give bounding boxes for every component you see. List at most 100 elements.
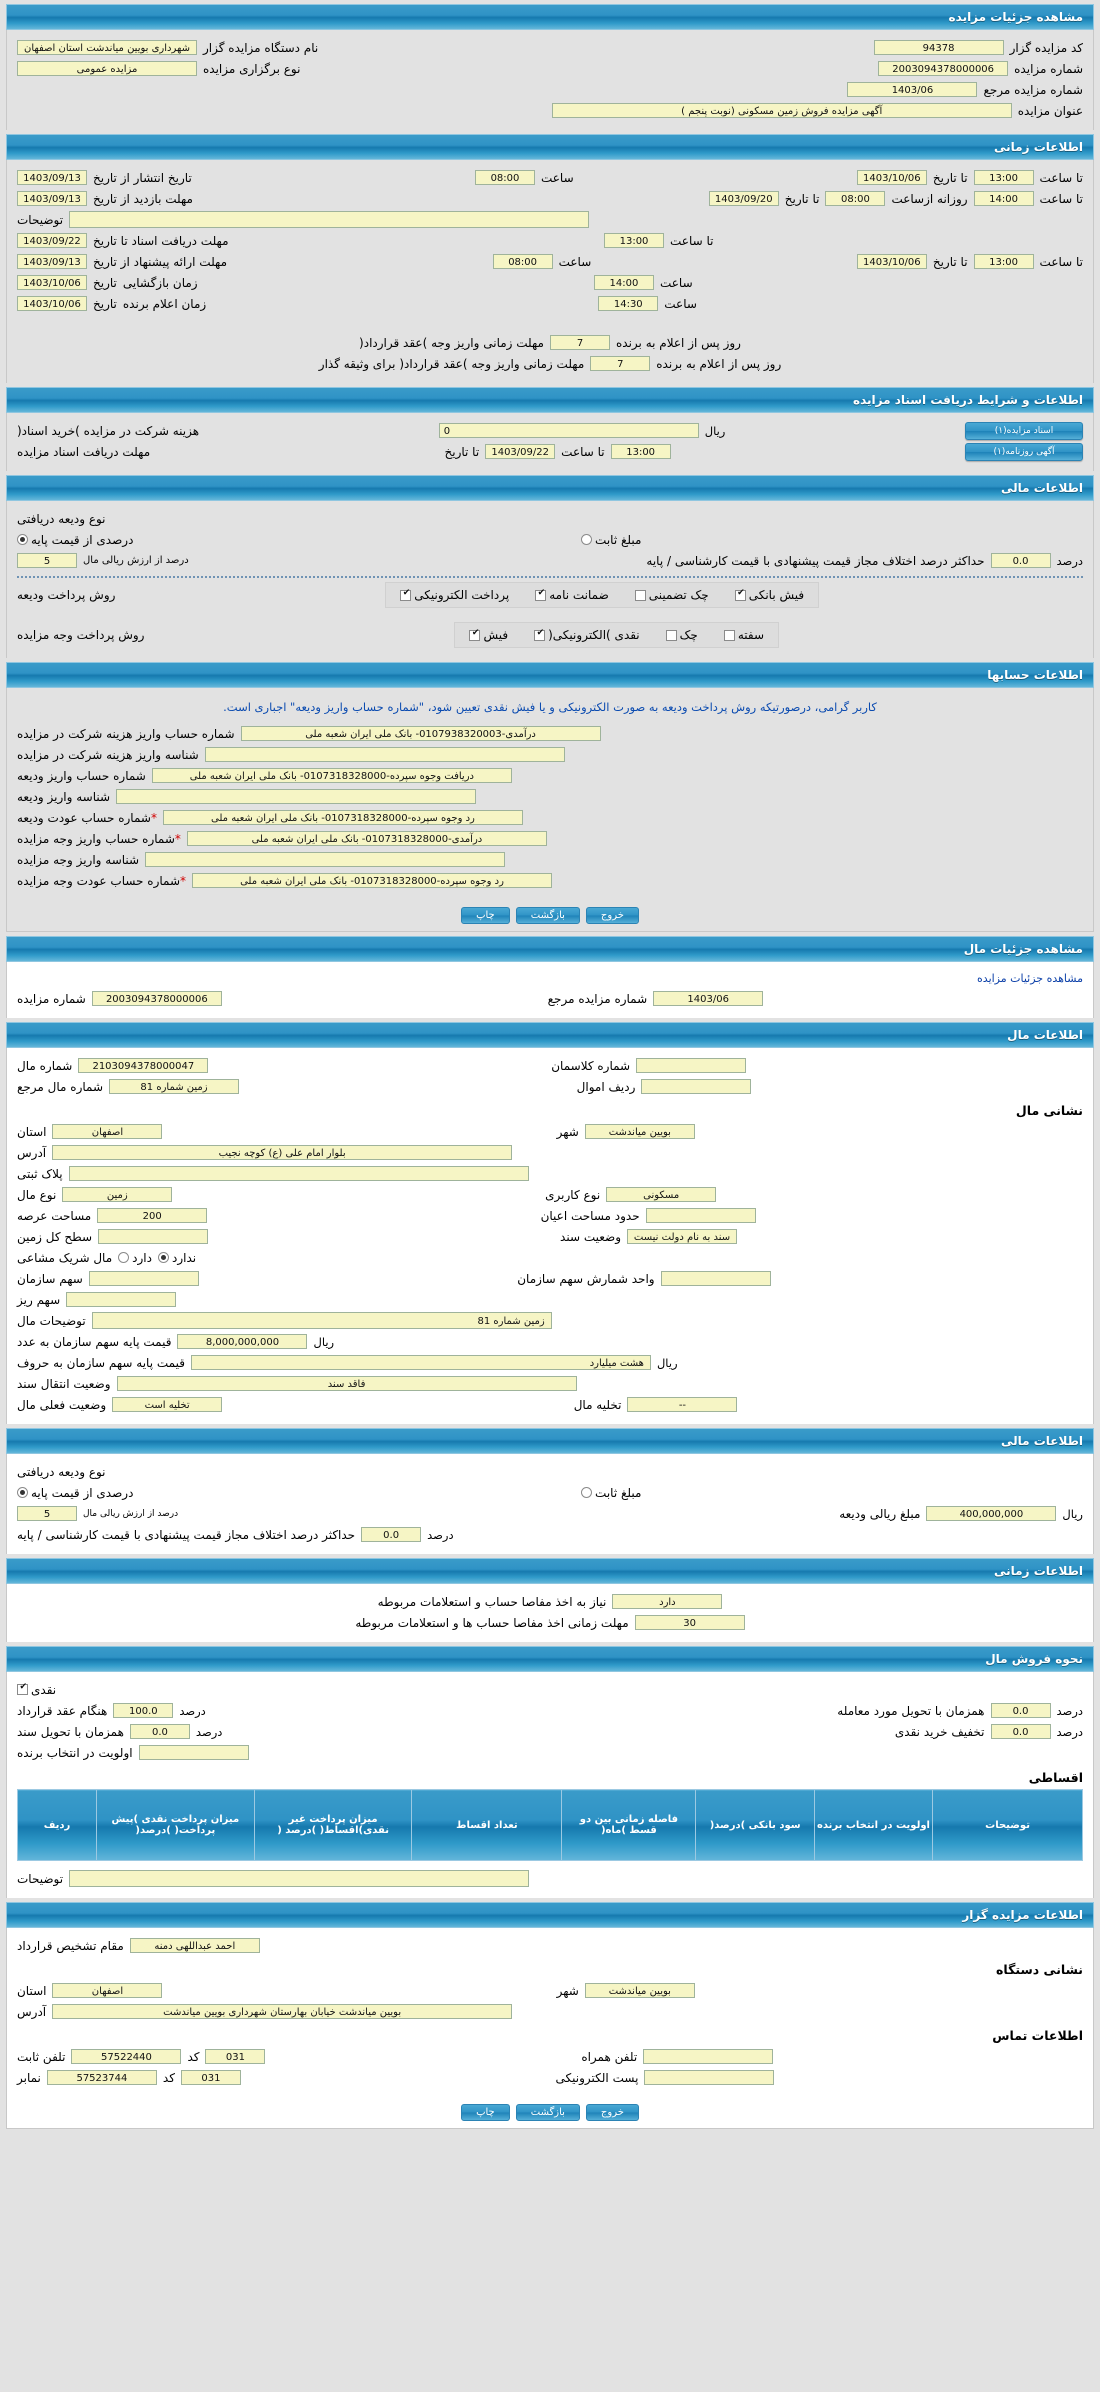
- radio-fixed-amount[interactable]: [581, 534, 593, 545]
- value-publish-to-date[interactable]: 1403/10/06: [856, 170, 927, 185]
- value-asset-province[interactable]: اصفهان: [52, 1124, 163, 1139]
- value-org-name[interactable]: شهرداری بویین میاندشت استان اصفهان: [17, 40, 197, 55]
- value-account-deposit[interactable]: دریافت وجوه سپرده-0107318328000- بانک مل…: [151, 768, 512, 783]
- deposit-option-guaranteed-check[interactable]: چک تضمینی: [634, 588, 709, 602]
- option-asset-fixed-amount[interactable]: مبلغ ثابت: [581, 1486, 641, 1500]
- checkbox-bank-receipt[interactable]: [734, 588, 746, 601]
- value-ref-asset[interactable]: زمین شماره 81: [109, 1079, 240, 1094]
- value-fine-share[interactable]: [66, 1292, 177, 1307]
- value-holding-type[interactable]: مزایده عمومی: [17, 61, 197, 76]
- value-opening-date[interactable]: 1403/10/06: [16, 275, 87, 290]
- value-docs-date[interactable]: 1403/09/22: [16, 233, 87, 248]
- back-button[interactable]: بازگشت: [515, 907, 580, 924]
- payment-option-receipt[interactable]: فیش: [469, 628, 508, 642]
- value-visit-to-date[interactable]: 1403/09/20: [708, 191, 779, 206]
- checkbox-cash[interactable]: [17, 1682, 28, 1695]
- radio-asset-fixed-amount[interactable]: [581, 1487, 593, 1498]
- value-contract-days-a[interactable]: 7: [550, 335, 610, 350]
- value-asset-plate[interactable]: [68, 1166, 529, 1181]
- value-share-unit[interactable]: [660, 1271, 771, 1286]
- value-participation-cost[interactable]: 0: [438, 423, 699, 438]
- auction-documents-button[interactable]: اسناد مزایده(۱): [965, 421, 1083, 440]
- value-asset-city[interactable]: بویین میاندشت: [584, 1124, 695, 1139]
- value-max-diff[interactable]: 0.0: [990, 553, 1051, 568]
- value-account-auction-payment[interactable]: درآمدی-0107318328000- بانک ملی ایران شعب…: [186, 831, 547, 846]
- checkbox-guarantee-letter[interactable]: [535, 588, 547, 601]
- value-auctioneer-address[interactable]: بویین میاندشت خیابان بهارستان شهرداری بو…: [52, 2004, 513, 2019]
- value-publish-from-date[interactable]: 1403/09/13: [17, 170, 87, 185]
- value-with-asset-delivery[interactable]: 0.0: [990, 1703, 1051, 1718]
- value-doc-status[interactable]: سند به نام دولت نیست: [627, 1229, 738, 1244]
- value-publish-from-time[interactable]: 08:00: [474, 170, 535, 185]
- option-percent-of-base[interactable]: درصدی از قیمت پایه: [16, 533, 133, 547]
- value-fax[interactable]: 57523744: [46, 2070, 157, 2085]
- value-contract-days-b[interactable]: 7: [590, 356, 651, 371]
- value-base-price-text[interactable]: هشت میلیارد: [190, 1355, 651, 1370]
- option-asset-percent-of-base[interactable]: درصدی از قیمت پایه: [16, 1486, 133, 1500]
- value-usage-type[interactable]: مسکونی: [606, 1187, 717, 1202]
- value-asset-deposit-amount[interactable]: 400,000,000: [926, 1506, 1057, 1521]
- value-publish-to-time[interactable]: 13:00: [973, 170, 1034, 185]
- value-org-share[interactable]: [88, 1271, 199, 1286]
- value-offer-to-date[interactable]: 1403/10/06: [856, 254, 927, 269]
- value-base-price-num[interactable]: 8,000,000,000: [177, 1334, 308, 1349]
- exit-button[interactable]: خروج: [585, 907, 639, 924]
- print-button-bottom[interactable]: چاپ: [461, 2104, 510, 2121]
- option-shared-has[interactable]: دارد: [118, 1251, 152, 1265]
- exit-button-bottom[interactable]: خروج: [585, 2104, 639, 2121]
- value-winner-time[interactable]: 14:30: [598, 296, 659, 311]
- checkbox-promissory[interactable]: [723, 629, 735, 641]
- value-phone-code[interactable]: 031: [205, 2049, 266, 2064]
- value-clearance-deadline[interactable]: 30: [634, 1615, 745, 1630]
- value-auctioneer-city[interactable]: بویین میاندشت: [584, 1983, 695, 1998]
- value-asset-ref-number[interactable]: 1403/06: [653, 991, 764, 1006]
- value-need-clearance[interactable]: دارد: [612, 1594, 723, 1609]
- value-offer-from-time[interactable]: 08:00: [492, 254, 553, 269]
- value-winner-date[interactable]: 1403/10/06: [17, 296, 87, 311]
- value-opening-time[interactable]: 14:00: [593, 275, 654, 290]
- value-asset-max-diff[interactable]: 0.0: [361, 1527, 422, 1542]
- value-asset-address[interactable]: بلوار امام علی (ع) کوچه نجیب: [52, 1145, 513, 1160]
- value-phone[interactable]: 57522440: [71, 2049, 182, 2064]
- payment-option-check[interactable]: چک: [665, 628, 698, 642]
- print-button[interactable]: چاپ: [461, 907, 510, 924]
- value-evacuation[interactable]: --: [627, 1397, 738, 1412]
- value-account-deposit-return[interactable]: رد وجوه سپرده-0107318328000- بانک ملی ای…: [162, 810, 523, 825]
- radio-shared-has[interactable]: [118, 1252, 130, 1263]
- link-auction-details[interactable]: مشاهده جزئیات مزایده: [977, 972, 1083, 985]
- value-with-doc-delivery[interactable]: 0.0: [129, 1724, 190, 1739]
- value-auction-number[interactable]: 2003094378000006: [878, 61, 1009, 76]
- value-winner-priority[interactable]: [138, 1745, 249, 1760]
- deposit-option-electronic[interactable]: پرداخت الکترونیکی: [400, 588, 509, 602]
- radio-percent-of-base[interactable]: [16, 534, 28, 545]
- value-id-deposit[interactable]: [116, 789, 477, 804]
- deposit-option-bank-receipt[interactable]: فیش بانکی: [734, 588, 804, 602]
- value-docs-deadline-date[interactable]: 1403/09/22: [485, 444, 556, 459]
- value-fax-code[interactable]: 031: [180, 2070, 241, 2085]
- value-sale-descriptions[interactable]: [69, 1870, 530, 1887]
- value-class-number[interactable]: [636, 1058, 747, 1073]
- value-subject[interactable]: آگهی مزایده فروش زمین مسکونی (نوبت پنجم …: [551, 103, 1012, 118]
- value-total-land[interactable]: [98, 1229, 209, 1244]
- deposit-option-guarantee-letter[interactable]: ضمانت نامه: [535, 588, 609, 602]
- value-asset-auction-number[interactable]: 2003094378000006: [91, 991, 222, 1006]
- value-visit-from-date[interactable]: 1403/09/13: [17, 191, 87, 206]
- back-button-bottom[interactable]: بازگشت: [515, 2104, 580, 2121]
- checkbox-guaranteed-check[interactable]: [634, 589, 646, 601]
- value-auctioneer-province[interactable]: اصفهان: [52, 1983, 163, 1998]
- value-asset-desc[interactable]: زمین شماره 81: [91, 1312, 552, 1329]
- checkbox-check[interactable]: [665, 629, 677, 641]
- checkbox-electronic-payment[interactable]: [400, 588, 412, 601]
- value-visit-to-time[interactable]: 14:00: [973, 191, 1034, 206]
- value-org-code[interactable]: 94378: [873, 40, 1004, 55]
- value-deposit-percent[interactable]: 5: [17, 553, 77, 568]
- value-current-status[interactable]: تخلیه است: [112, 1397, 223, 1412]
- value-contract-time[interactable]: 100.0: [113, 1703, 174, 1718]
- newspaper-ad-button[interactable]: آگهی روزنامه(۱): [965, 442, 1083, 461]
- value-ref-number[interactable]: 1403/06: [847, 82, 978, 97]
- option-fixed-amount[interactable]: مبلغ ثابت: [581, 533, 641, 547]
- value-docs-deadline-time[interactable]: 13:00: [610, 444, 671, 459]
- value-asset-row[interactable]: [641, 1079, 752, 1094]
- value-account-auction-return[interactable]: رد وجوه سپرده-0107318328000- بانک ملی ای…: [192, 873, 553, 888]
- value-docs-time[interactable]: 13:00: [604, 233, 665, 248]
